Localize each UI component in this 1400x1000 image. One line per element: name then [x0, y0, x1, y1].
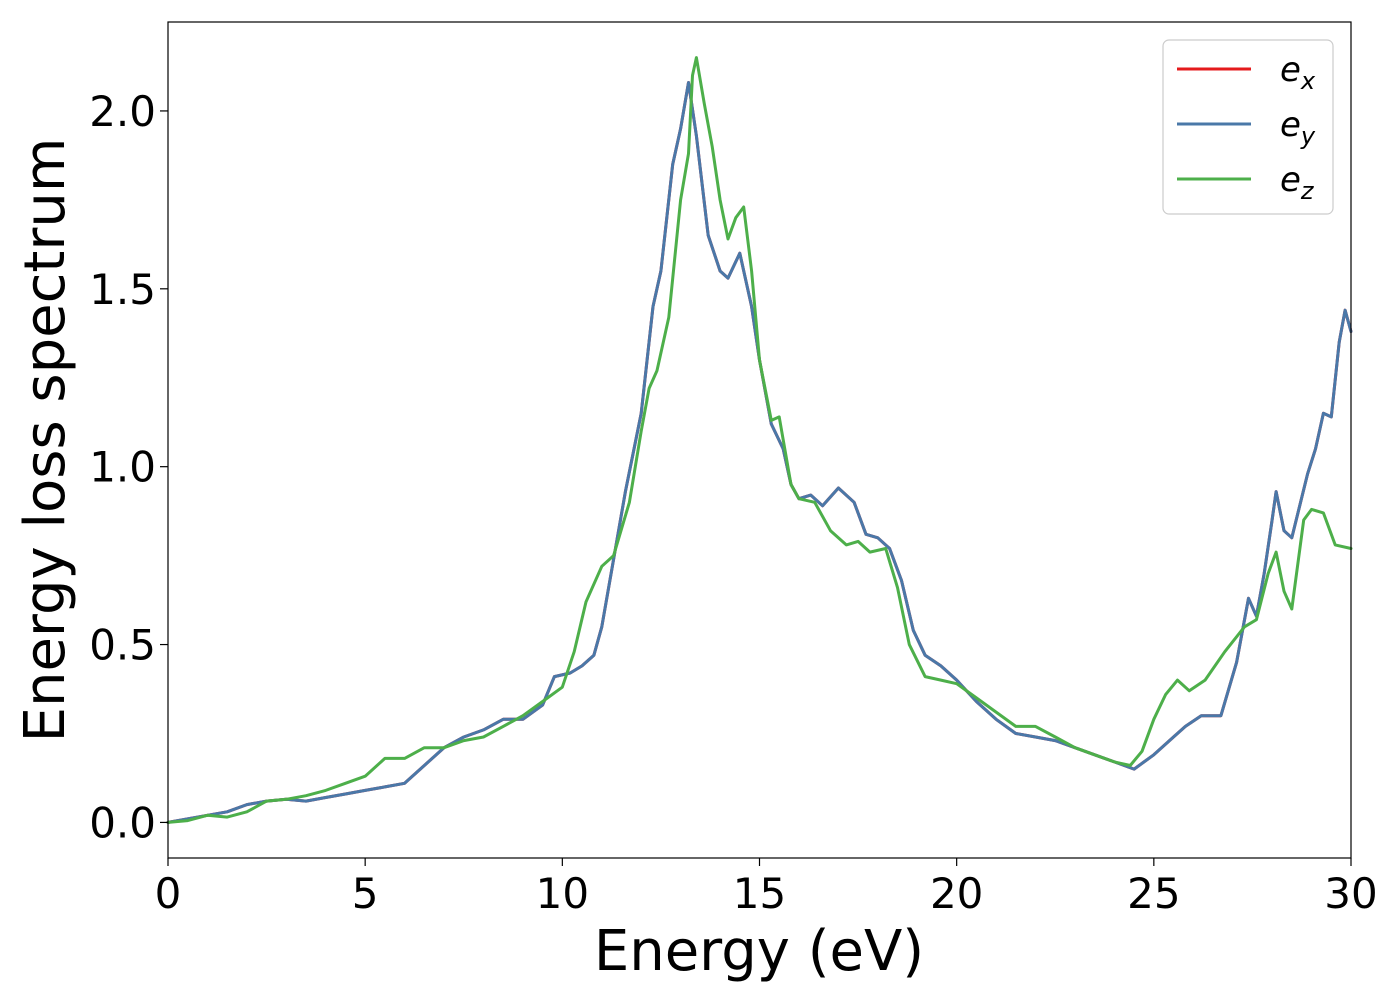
x-tick-label: 10	[536, 869, 589, 918]
x-tick-label: 30	[1324, 869, 1377, 918]
legend-label-e_y: ey	[1280, 105, 1316, 150]
series-lines	[166, 56, 1353, 824]
y-tick-label: 2.0	[89, 87, 156, 136]
series-line-e_z	[166, 56, 1353, 824]
y-tick-label: 1.5	[89, 265, 156, 314]
y-tick-label: 0.0	[89, 798, 156, 847]
legend-frame	[1162, 39, 1334, 215]
plot-frame	[167, 21, 1352, 859]
x-tick-label: 15	[733, 869, 786, 918]
y-axis-title: Energy loss spectrum	[13, 138, 78, 743]
axis-ticks: 0 5 10 15 20 25 30 0.0 0.5 1.0 1.5 2.0	[89, 87, 1378, 918]
x-tick-label: 20	[930, 869, 983, 918]
x-tick-label: 25	[1127, 869, 1180, 918]
x-tick-label: 5	[352, 869, 379, 918]
x-tick-label: 0	[155, 869, 182, 918]
y-tick-label: 1.0	[89, 443, 156, 492]
legend-label-e_x: ex	[1280, 50, 1316, 95]
y-tick-label: 0.5	[89, 621, 156, 670]
x-axis-title: Energy (eV)	[594, 919, 924, 984]
